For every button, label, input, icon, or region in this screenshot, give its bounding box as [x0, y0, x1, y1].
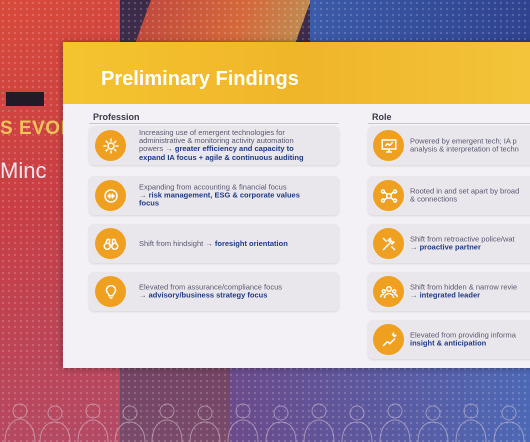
binoculars-icon [95, 228, 126, 259]
arrows-icon [95, 180, 126, 211]
gear-icon [95, 130, 126, 161]
slide-title: Preliminary Findings [101, 68, 299, 90]
role-heading: Role [372, 112, 392, 122]
network-icon [373, 180, 404, 211]
role-divider [368, 123, 530, 124]
banner-text-evolution: S EVOL [0, 118, 73, 139]
role-card: Shift from retroactive police/wat → proa… [368, 224, 530, 263]
team-icon [373, 276, 404, 307]
presentation-icon [373, 130, 404, 161]
role-text: Elevated from providing informa insight … [410, 330, 516, 348]
role-card: Elevated from providing informa insight … [368, 320, 530, 359]
role-text: Shift from retroactive police/wat → proa… [410, 234, 515, 252]
role-text: Powered by emergent tech; IA p analysis … [410, 136, 519, 154]
role-card: Powered by emergent tech; IA p analysis … [368, 126, 530, 165]
lightbulb-icon [95, 276, 126, 307]
slide-header-bar: Preliminary Findings [63, 42, 530, 104]
banner-text-mind: Minc [0, 158, 47, 183]
profession-text: Expanding from accounting & financial fo… [139, 181, 300, 208]
banner-block [6, 92, 44, 106]
profession-card: Expanding from accounting & financial fo… [89, 176, 339, 215]
profession-card: Elevated from assurance/compliance focus… [89, 272, 339, 311]
presentation-slide: Preliminary Findings Profession Role Inc… [63, 42, 530, 368]
role-card: Rooted in and set apart by broad & conne… [368, 176, 530, 215]
role-card: Shift from hidden & narrow revie → integ… [368, 272, 530, 311]
profession-text: Elevated from assurance/compliance focus… [139, 282, 282, 300]
profession-heading: Profession [93, 112, 140, 122]
insight-icon [373, 324, 404, 355]
audience-silhouettes [4, 403, 525, 442]
role-text: Shift from hidden & narrow revie → integ… [410, 282, 518, 300]
profession-divider [89, 123, 339, 124]
role-text: Rooted in and set apart by broad & conne… [410, 186, 520, 204]
tools-icon [373, 228, 404, 259]
profession-text: Increasing use of emergent technologies … [139, 127, 304, 162]
profession-card: Increasing use of emergent technologies … [89, 126, 339, 165]
profession-text: Shift from hindsight → foresight orienta… [139, 238, 288, 248]
profession-card: Shift from hindsight → foresight orienta… [89, 224, 339, 263]
